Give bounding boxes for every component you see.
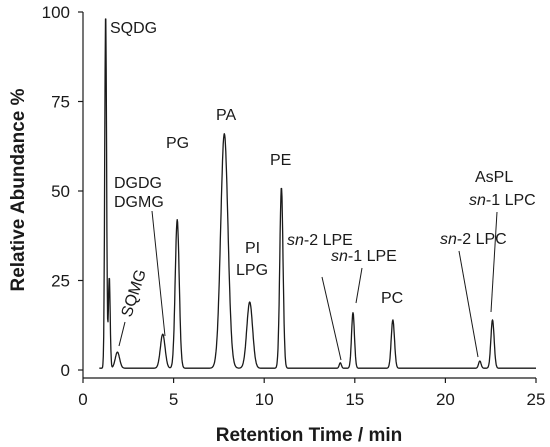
y-tick-label: 25 (51, 272, 70, 291)
peak-label-part: SQMG (119, 267, 150, 319)
pe-peak-label: PE (270, 152, 291, 169)
x-tick-label: 20 (436, 390, 455, 409)
x-tick-label: 0 (78, 390, 87, 409)
y-tick-label: 75 (51, 93, 70, 112)
x-ticks-group: 0 5 10 15 20 25 (78, 378, 545, 409)
sqdg-peak-label: SQDG (110, 20, 157, 37)
leader-lines-group (118, 210, 498, 361)
peak-label-part: PC (381, 290, 403, 307)
peak-label-part: DGMG (114, 194, 164, 211)
peak-label-part: sn (287, 232, 304, 249)
sn1-lpe-leader-line (355, 267, 363, 304)
peak-label-part: -2 LPC (457, 231, 507, 248)
y-tick-label: 50 (51, 182, 70, 201)
trace-group (99, 18, 537, 369)
peak-label-part: -1 LPE (348, 248, 397, 265)
dgdg-peak-label: DGDG (114, 175, 162, 192)
dgmg-peak-label: DGMG (114, 194, 164, 211)
dgdg-leader-line (151, 210, 166, 337)
sn1-lpe-peak-label: sn-1 LPE (331, 248, 397, 265)
y-tick-label: 0 (61, 361, 70, 380)
y-ticks-group: 0 25 50 75 100 (42, 3, 83, 380)
peak-label-part: AsPL (475, 169, 513, 186)
sn1-lpc-leader-line (490, 211, 498, 313)
peak-label-part: PI (245, 240, 260, 257)
peak-label-part: LPG (236, 262, 268, 279)
peak-labels-group: SQDG SQMG DGDG DGMG PG PA PE PI LPG sn-2… (110, 20, 536, 319)
sn2-lpc-leader-line (458, 250, 479, 358)
x-tick-label: 15 (345, 390, 364, 409)
peak-label-part: PG (166, 135, 189, 152)
sn1-lpc-peak-label: sn-1 LPC (469, 192, 536, 209)
lpg-peak-label: LPG (236, 262, 268, 279)
pa-peak-label: PA (216, 107, 236, 124)
pg-peak-label: PG (166, 135, 189, 152)
x-tick-label: 25 (527, 390, 546, 409)
peak-label-part: PA (216, 107, 236, 124)
peak-label-part: sn (331, 248, 348, 265)
sn2-lpc-peak-label: sn-2 LPC (440, 231, 507, 248)
peak-label-part: -1 LPC (486, 192, 536, 209)
pc-peak-label: PC (381, 290, 403, 307)
sqmg-peak-label: SQMG (119, 267, 150, 319)
aspl-peak-label: AsPL (475, 169, 513, 186)
pi-peak-label: PI (245, 240, 260, 257)
y-tick-label: 100 (42, 3, 70, 22)
x-tick-label: 5 (169, 390, 178, 409)
sqmg-leader-line (118, 321, 126, 347)
peak-label-part: sn (440, 231, 457, 248)
peak-label-part: SQDG (110, 20, 157, 37)
x-tick-label: 10 (255, 390, 274, 409)
x-axis-title: Retention Time / min (216, 425, 403, 446)
peak-label-part: -2 LPE (304, 232, 353, 249)
peak-label-part: PE (270, 152, 291, 169)
chromatogram-trace (99, 18, 537, 369)
y-axis-title: Relative Abundance % (8, 88, 29, 291)
peak-label-part: DGDG (114, 175, 162, 192)
axes-group (82, 12, 536, 379)
sn2-lpe-peak-label: sn-2 LPE (287, 232, 353, 249)
peak-label-part: sn (469, 192, 486, 209)
sn2-lpe-leader-line (321, 276, 342, 361)
